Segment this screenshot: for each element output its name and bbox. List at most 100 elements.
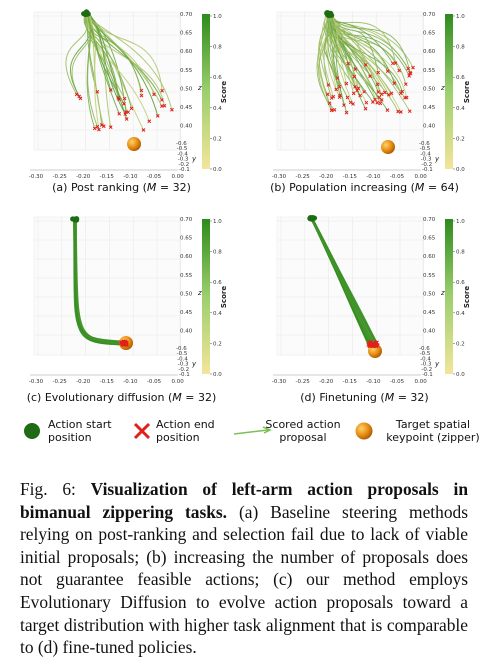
target-keypoint — [127, 137, 141, 151]
end-marker — [392, 81, 397, 85]
y-tick-label: -0.6 — [176, 141, 187, 147]
end-marker — [117, 111, 122, 116]
y-tick-label: -0.1 — [422, 372, 433, 378]
end-marker — [348, 100, 353, 105]
sub-caption-d: (d) Finetuning (M = 32) — [300, 391, 429, 404]
end-marker — [385, 108, 390, 112]
end-marker — [353, 84, 357, 89]
colorbar-tick-label: 0.0 — [213, 167, 222, 173]
end-markers — [119, 339, 129, 347]
z-tick-label: 0.65 — [180, 236, 193, 242]
x-tick-label: -0.10 — [366, 379, 381, 385]
end-marker — [352, 74, 357, 79]
end-marker — [101, 124, 106, 129]
x-tick-label: -0.30 — [29, 379, 44, 385]
action-proposal-trajectory — [331, 13, 356, 88]
target-marker-icon — [355, 422, 373, 440]
z-axis-label: z — [440, 84, 445, 92]
end-marker — [139, 88, 144, 93]
x-tick-label: -0.10 — [123, 174, 138, 180]
action-proposal-trajectory — [318, 13, 332, 111]
end-marker — [108, 125, 113, 129]
end-marker — [376, 70, 381, 75]
start-marker — [74, 216, 80, 222]
end-marker — [335, 76, 340, 81]
action-proposal-trajectory — [318, 13, 333, 111]
action-proposal-trajectory — [312, 218, 379, 346]
end-marker — [345, 95, 350, 100]
caption-title: Visualization of left-arm action proposa… — [20, 479, 468, 522]
action-proposal-trajectory — [328, 13, 411, 112]
end-marker — [351, 91, 356, 96]
end-marker — [122, 101, 126, 106]
end-markers — [366, 339, 380, 349]
x-axis-label: x — [344, 181, 350, 182]
end-marker — [334, 87, 339, 92]
x-tick-label: -0.25 — [52, 379, 67, 385]
action-proposal-trajectory — [85, 11, 126, 115]
x-tick-label: -0.20 — [76, 174, 91, 180]
end-marker — [95, 124, 100, 129]
z-tick-label: 0.40 — [180, 124, 193, 130]
x-tick-label: -0.20 — [319, 174, 334, 180]
colorbar-tick-label: 0.6 — [213, 75, 222, 81]
plot-c: -0.30-0.25-0.20-0.15-0.10-0.050.00x-0.6-… — [29, 216, 228, 387]
colorbar-tick-label: 0.8 — [456, 250, 465, 256]
z-axis-label: z — [197, 289, 202, 297]
z-tick-label: 0.65 — [180, 31, 193, 37]
action-proposal-trajectory — [331, 14, 411, 73]
end-marker — [368, 74, 372, 79]
action-proposal-trajectory — [331, 14, 354, 105]
end-marker — [411, 65, 415, 70]
z-tick-label: 0.40 — [180, 329, 193, 335]
end-marker — [122, 96, 127, 101]
x-tick-label: 0.00 — [414, 174, 427, 180]
end-marker — [123, 112, 128, 117]
end-marker — [325, 92, 330, 97]
end-marker — [373, 340, 378, 345]
colorbar-tick-label: 0.2 — [213, 341, 222, 347]
end-marker — [124, 117, 129, 121]
action-proposal-trajectory — [327, 15, 407, 85]
end-marker — [368, 341, 373, 345]
y-tick-label: -0.4 — [420, 151, 431, 157]
end-marker — [371, 343, 376, 348]
end-marker — [389, 91, 394, 96]
y-axis-label: y — [434, 360, 440, 368]
action-proposal-trajectory — [83, 13, 165, 106]
action-proposal-trajectory — [330, 14, 345, 106]
end-marker — [396, 109, 400, 114]
end-marker — [337, 84, 342, 89]
end-marker — [390, 61, 395, 66]
colorbar-tick-label: 0.2 — [213, 136, 222, 142]
sub-caption-b: (b) Population increasing (M = 64) — [270, 181, 459, 194]
colorbar-tick-label: 0.6 — [456, 75, 465, 81]
end-marker — [356, 86, 361, 91]
end-marker — [375, 100, 380, 105]
end-marker — [152, 92, 156, 97]
x-tick-label: -0.05 — [390, 174, 405, 180]
z-tick-label: 0.45 — [423, 310, 436, 316]
end-marker — [403, 95, 407, 100]
colorbar-tick-label: 0.8 — [213, 250, 222, 256]
colorbar-tick-label: 0.0 — [456, 167, 465, 173]
end-marker — [170, 107, 174, 112]
x-tick-label: -0.20 — [76, 379, 91, 385]
colorbar-tick-label: 0.4 — [213, 106, 222, 112]
x-axis-label: x — [344, 386, 350, 387]
end-marker — [377, 95, 382, 100]
end-marker — [375, 82, 380, 87]
panel-c: -0.30-0.25-0.20-0.15-0.10-0.050.00x-0.6-… — [0, 205, 243, 410]
y-tick-label: -0.2 — [178, 162, 189, 168]
end-markers — [74, 88, 174, 132]
end-marker — [385, 69, 390, 73]
z-tick-label: 0.45 — [423, 105, 436, 111]
end-marker — [363, 106, 368, 111]
start-marker — [307, 215, 313, 222]
end-marker — [327, 101, 332, 106]
colorbar-tick-label: 1.0 — [213, 219, 222, 225]
action-proposal-trajectory — [326, 13, 386, 93]
end-marker — [351, 102, 355, 106]
x-tick-label: 0.00 — [171, 379, 184, 385]
end-marker — [331, 94, 336, 99]
